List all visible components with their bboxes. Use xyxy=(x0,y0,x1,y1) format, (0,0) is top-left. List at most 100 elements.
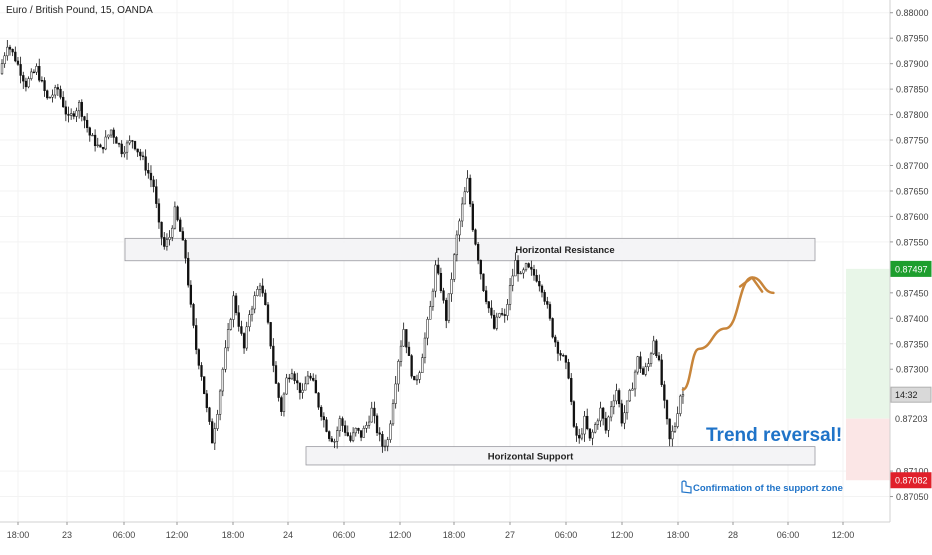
candle-body xyxy=(357,427,360,431)
candle-body xyxy=(261,285,264,294)
candle-body xyxy=(325,419,328,432)
candle-body xyxy=(665,400,669,420)
candle-body xyxy=(564,355,568,363)
time-axis-label: 06:00 xyxy=(333,530,356,540)
candle-body xyxy=(59,88,62,98)
time-axis-label: 06:00 xyxy=(777,530,800,540)
candle-body xyxy=(274,365,278,384)
candle-body xyxy=(224,347,227,370)
price-axis-label: 0.87550 xyxy=(896,237,929,247)
candle-body xyxy=(506,304,509,316)
price-axis-label: 0.87900 xyxy=(896,59,929,69)
price-axis-label: 0.87050 xyxy=(896,492,929,502)
time-axis-label: 23 xyxy=(62,530,72,540)
candle-body xyxy=(104,136,107,150)
candle-body xyxy=(160,221,163,238)
candle-body xyxy=(192,304,195,326)
candle-body xyxy=(500,313,504,315)
price-axis-label: 0.87600 xyxy=(896,212,929,222)
candle-body xyxy=(663,384,666,401)
candle-body xyxy=(421,357,424,373)
candle-body xyxy=(631,388,634,391)
candle-body xyxy=(679,395,682,414)
candle-body xyxy=(527,263,530,268)
candle-body xyxy=(195,325,198,350)
candle-body xyxy=(171,227,174,238)
candle-body xyxy=(256,289,259,296)
candle-body xyxy=(647,363,650,368)
trend-reversal-label: Trend reversal! xyxy=(706,425,842,446)
time-axis-label: 12:00 xyxy=(389,530,412,540)
price-axis-label: 0.87400 xyxy=(896,314,929,324)
candle-body xyxy=(258,285,262,290)
candle-body xyxy=(402,329,405,347)
forecast-arrow-head xyxy=(738,276,764,293)
candle-body xyxy=(476,244,480,261)
candle-body xyxy=(14,51,17,62)
candle-body xyxy=(117,143,121,145)
candle-body xyxy=(184,239,187,259)
candle-body xyxy=(304,383,307,391)
current-time-tag-box xyxy=(890,386,932,403)
price-axis-label: 0.87350 xyxy=(896,339,929,349)
candle-body xyxy=(149,172,153,181)
candle-body xyxy=(487,301,490,309)
price-axis-label: 0.87750 xyxy=(896,136,929,146)
candle-body xyxy=(607,416,610,431)
candle-body xyxy=(620,403,623,424)
candle-body xyxy=(615,390,618,402)
candle-body xyxy=(285,377,288,395)
candle-body xyxy=(253,295,256,310)
candle-body xyxy=(328,431,331,439)
price-axis-label: 0.88000 xyxy=(896,8,929,18)
candle-body xyxy=(242,333,246,349)
candle-body xyxy=(418,372,421,380)
support-zone[interactable] xyxy=(305,446,816,466)
candle-body xyxy=(522,269,525,274)
candle-body xyxy=(181,231,185,241)
price-axis-label: 0.87300 xyxy=(896,365,929,375)
candle-body xyxy=(83,116,86,121)
support-confirmation-note: Confirmation of the support zone xyxy=(693,483,843,494)
candle-body xyxy=(445,300,448,321)
candle-body xyxy=(354,427,357,434)
candle-body xyxy=(240,326,243,334)
candle-body xyxy=(556,341,560,354)
candle-body xyxy=(101,146,105,150)
candle-body xyxy=(617,390,621,404)
candle-body xyxy=(333,441,336,443)
candle-body xyxy=(378,432,381,435)
candle-body xyxy=(19,64,22,76)
candle-body xyxy=(359,430,363,438)
candle-body xyxy=(32,71,36,73)
candle-body xyxy=(514,260,517,277)
resistance-zone[interactable] xyxy=(124,237,816,262)
candle-body xyxy=(625,400,629,414)
candle-body xyxy=(322,416,326,421)
candle-body xyxy=(431,290,435,307)
candle-body xyxy=(458,220,461,236)
price-axis-label: 0.87650 xyxy=(896,186,929,196)
candle-body xyxy=(623,412,626,424)
candle-body xyxy=(301,389,304,393)
resistance-zone-label: Horizontal Resistance xyxy=(515,245,614,256)
candle-body xyxy=(88,127,91,136)
candle-body xyxy=(298,382,302,393)
candle-body xyxy=(216,414,219,429)
candle-body xyxy=(290,373,294,380)
candle-body xyxy=(423,337,427,358)
candle-body xyxy=(120,143,123,155)
candle-body xyxy=(365,425,368,429)
candle-body xyxy=(381,433,384,447)
candle-body xyxy=(370,407,373,423)
candle-body xyxy=(210,421,214,444)
candle-body xyxy=(62,96,65,108)
candle-body xyxy=(349,435,352,441)
candle-body xyxy=(237,312,240,327)
candle-body xyxy=(511,275,514,286)
candle-body xyxy=(24,80,28,88)
candle-body xyxy=(389,423,392,440)
price-axis-label: 0.87800 xyxy=(896,110,929,120)
candle-body xyxy=(455,234,459,256)
